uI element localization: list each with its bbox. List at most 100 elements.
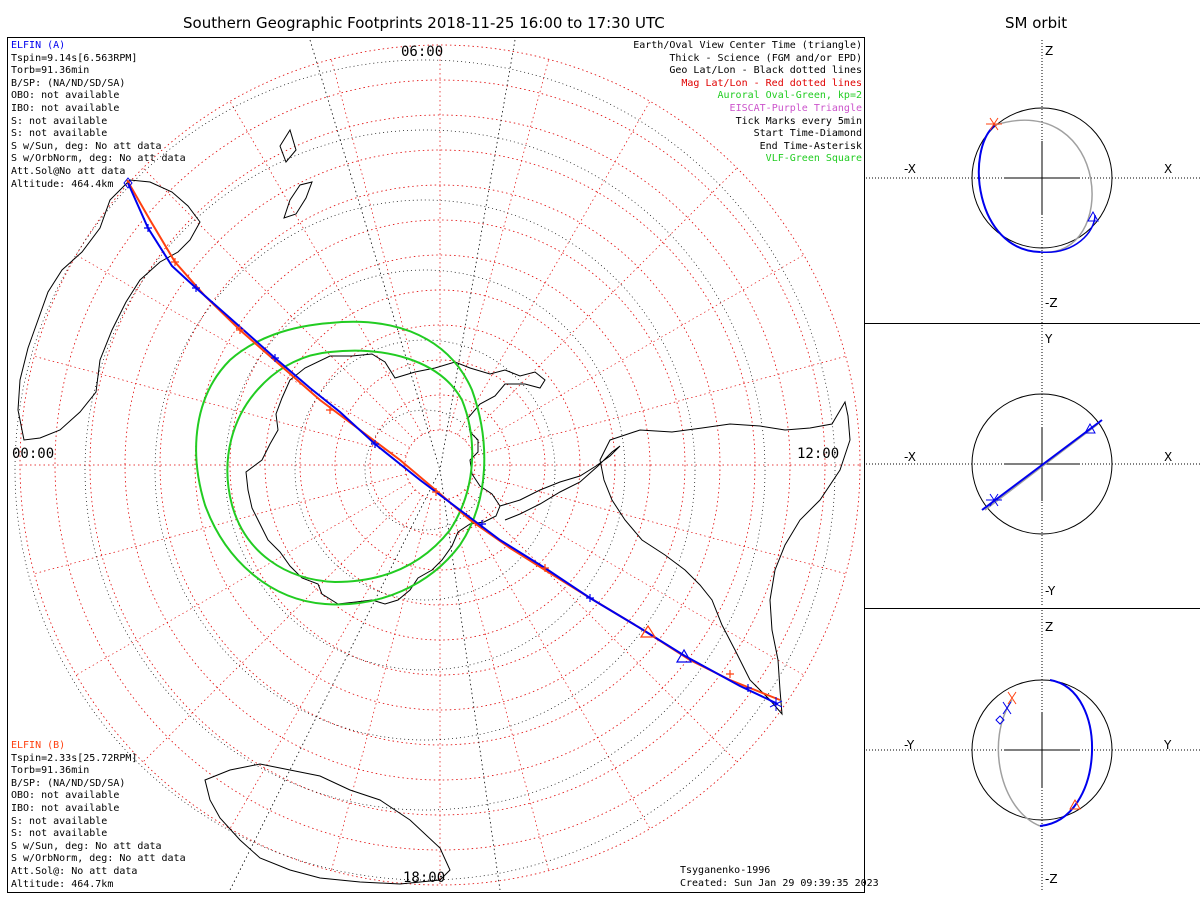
legend: Earth/Oval View Center Time (triangle) Th…	[633, 40, 862, 166]
polar-map	[14, 39, 861, 891]
elfin-a-name: ELFIN (A)	[11, 40, 66, 51]
xy-left-label: -X	[904, 450, 916, 464]
elfin-a-info: ELFIN (A) Tspin=9.14s[6.563RPM] Torb=91.3…	[11, 40, 186, 191]
mag-lon-line	[330, 59, 432, 432]
clock-label-left: 00:00	[12, 446, 55, 462]
mag-lat-circle	[159, 184, 721, 746]
mag-lat-lon-grid	[19, 44, 861, 886]
mag-lat-circle	[334, 359, 546, 571]
yz-left-label: -Y	[904, 738, 915, 752]
mag-lon-line	[448, 498, 550, 871]
geo-meridians	[229, 39, 516, 891]
xy-top-label: Y	[1045, 332, 1053, 346]
auroral-oval-inner	[226, 349, 474, 584]
elfin-a-end-asterisk	[769, 697, 783, 711]
elfin-b-name: ELFIN (B)	[11, 740, 66, 751]
credits: Tsyganenko-1996 Created: Sun Jan 29 09:3…	[680, 865, 879, 890]
xy-right-label: X	[1164, 450, 1173, 464]
elfin-a-track	[127, 182, 779, 705]
orbit-title: SM orbit	[1005, 14, 1068, 32]
new-zealand-coast	[279, 128, 313, 219]
elfin-b-line: Tspin=2.33s[25.72RPM]	[11, 752, 138, 764]
elfin-a-line: S: not available	[11, 115, 108, 127]
elfin-a-line: Altitude: 464.4km	[11, 178, 114, 190]
clock-label-bottom: 18:00	[403, 870, 446, 886]
mag-lon-line	[457, 101, 651, 435]
mag-lon-line	[464, 489, 738, 763]
mag-lat-circle	[194, 219, 686, 711]
elfin-a-line: S w/Sun, deg: No att data	[11, 140, 162, 152]
legend-entry: Thick - Science (FGM and/or EPD)	[669, 52, 862, 64]
mag-lat-circle	[229, 254, 651, 676]
mag-lat-circle	[404, 429, 476, 501]
legend-entry: Tick Marks every 5min	[735, 115, 862, 127]
mag-lon-line	[34, 473, 407, 575]
mag-lon-line	[229, 495, 423, 829]
legend-entry: Geo Lat/Lon - Black dotted lines	[669, 65, 862, 77]
mag-lon-line	[229, 101, 423, 435]
geo-lat-lon-grid	[14, 59, 836, 881]
mag-lon-line	[470, 254, 804, 448]
geo-lat-circle	[14, 59, 836, 881]
south-america-coast	[599, 400, 851, 716]
model-credit: Tsyganenko-1996	[680, 865, 771, 876]
australia-coast	[17, 179, 201, 441]
elfin-a-line: OBO: not available	[11, 90, 120, 102]
mag-lon-line	[142, 489, 416, 763]
mag-lon-line	[76, 482, 410, 676]
legend-entry: Auroral Oval-Green, kp=2	[717, 90, 863, 102]
yz-right-label: Y	[1164, 738, 1172, 752]
elfin-b-line: S w/Sun, deg: No att data	[11, 840, 162, 852]
elfin-a-line: Torb=91.36min	[11, 65, 90, 77]
elfin-a-line: Att.Sol@No att data	[11, 165, 126, 177]
elfin-b-ticks	[171, 258, 734, 678]
mag-lon-line	[142, 167, 416, 441]
yz-top-label: Z	[1045, 620, 1054, 634]
mag-lon-line	[76, 254, 410, 448]
geo-lat-circle	[364, 409, 486, 531]
antarctic-peninsula	[499, 445, 621, 521]
elfin-b-view-triangle	[639, 624, 657, 638]
elfin-b-line: S: not available	[11, 815, 108, 827]
orbit-panel-xz	[866, 40, 1200, 323]
elfin-b-line: OBO: not available	[11, 790, 120, 802]
legend-entry: EISCAT-Purple Triangle	[729, 102, 862, 114]
orbit-panel-yz	[866, 610, 1200, 892]
elfin-b-lines: Tspin=2.33s[25.72RPM] Torb=91.36min B/SP: …	[11, 753, 186, 892]
xz-top-label: Z	[1045, 44, 1054, 58]
legend-entry: Mag Lat/Lon - Red dotted lines	[681, 77, 862, 89]
mag-lon-line	[448, 59, 550, 432]
africa-coast	[204, 763, 451, 885]
elfin-a-view-triangle	[675, 648, 693, 663]
clock-label-right: 12:00	[797, 446, 840, 462]
elfin-a-line: IBO: not available	[11, 102, 120, 114]
clock-label-top: 06:00	[401, 44, 444, 60]
xz-bottom-label: -Z	[1045, 296, 1058, 310]
elfin-a-lines: Tspin=9.14s[6.563RPM] Torb=91.36min B/SP: …	[11, 53, 186, 192]
elfin-b-track	[126, 179, 781, 701]
yz-bottom-label: -Z	[1045, 872, 1058, 886]
elfin-b-line: S w/OrbNorm, deg: No att data	[11, 853, 186, 865]
elfin-a-line: B/SP: (NA/ND/SD/SA)	[11, 77, 126, 89]
created-credit: Created: Sun Jan 29 09:39:35 2023	[680, 877, 879, 889]
xy-bottom-label: -Y	[1045, 584, 1056, 598]
geo-lat-circle	[84, 129, 766, 811]
legend-entry: End Time-Asterisk	[759, 140, 862, 152]
mag-lon-line	[473, 473, 846, 575]
plot-title: Southern Geographic Footprints 2018-11-2…	[183, 14, 665, 32]
elfin-a-start-diamond	[123, 177, 133, 189]
mag-lat-circle	[369, 394, 511, 536]
mag-lon-line	[473, 355, 846, 457]
antarctica-coast	[245, 353, 546, 605]
map-frame	[7, 37, 865, 893]
legend-entry: Start Time-Diamond	[753, 128, 862, 140]
elfin-b-line: Att.Sol@: No att data	[11, 865, 138, 877]
mag-lon-line	[464, 167, 738, 441]
elfin-b-line: IBO: not available	[11, 802, 120, 814]
mag-lat-circle	[54, 79, 826, 851]
mag-lon-line	[470, 482, 804, 676]
mag-lon-line	[457, 495, 651, 829]
elfin-b-info: ELFIN (B) Tspin=2.33s[25.72RPM] Torb=91.3…	[11, 740, 186, 891]
geo-lat-circle	[294, 339, 556, 601]
